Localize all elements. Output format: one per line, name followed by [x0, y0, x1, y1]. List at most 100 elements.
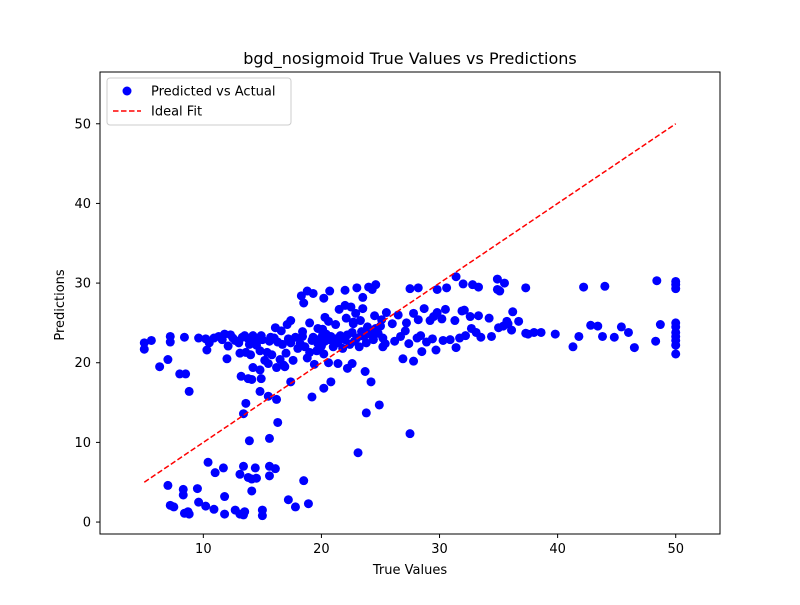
data-point — [450, 316, 459, 325]
data-point — [551, 330, 560, 339]
data-point — [409, 357, 418, 366]
data-point — [437, 314, 446, 323]
data-point — [319, 349, 328, 358]
data-point — [247, 486, 256, 495]
data-point — [299, 299, 308, 308]
data-point — [521, 283, 530, 292]
data-point — [568, 342, 577, 351]
data-point — [291, 502, 300, 511]
data-point — [307, 392, 316, 401]
data-point — [155, 362, 164, 371]
x-tick-label: 40 — [549, 542, 566, 557]
data-point — [267, 350, 276, 359]
data-point — [222, 354, 231, 363]
data-point — [204, 458, 213, 467]
y-tick-label: 0 — [83, 516, 91, 531]
legend-label-line: Ideal Fit — [151, 105, 202, 120]
data-point — [398, 354, 407, 363]
data-point — [388, 319, 397, 328]
data-point — [349, 318, 358, 327]
data-point — [441, 305, 450, 314]
data-point — [319, 384, 328, 393]
data-point — [319, 294, 328, 303]
data-point — [401, 326, 410, 335]
data-point — [264, 359, 273, 368]
data-point — [185, 510, 194, 519]
data-point — [406, 429, 415, 438]
data-point — [651, 337, 660, 346]
data-point — [508, 307, 517, 316]
data-point — [600, 282, 609, 291]
data-point — [279, 361, 288, 370]
data-point — [245, 436, 254, 445]
data-point — [163, 355, 172, 364]
data-point — [402, 318, 411, 327]
data-point — [298, 327, 307, 336]
data-point — [459, 279, 468, 288]
data-point — [474, 311, 483, 320]
data-point — [351, 309, 360, 318]
data-point — [140, 345, 149, 354]
legend: Predicted vs Actual Ideal Fit — [107, 78, 291, 125]
data-point — [382, 308, 391, 317]
data-point — [235, 470, 244, 479]
data-point — [624, 328, 633, 337]
data-point — [416, 331, 425, 340]
data-point — [220, 492, 229, 501]
data-point — [358, 293, 367, 302]
data-point — [452, 343, 461, 352]
data-point — [495, 287, 504, 296]
data-point — [220, 510, 229, 519]
data-point — [286, 316, 295, 325]
data-point — [318, 325, 327, 334]
data-point — [348, 359, 357, 368]
data-point — [244, 374, 253, 383]
data-point — [428, 334, 437, 343]
data-point — [630, 343, 639, 352]
y-tick-label: 50 — [74, 117, 91, 132]
data-point — [224, 342, 233, 351]
data-point — [406, 284, 415, 293]
data-point — [305, 318, 314, 327]
data-point — [671, 277, 680, 286]
data-point — [361, 367, 370, 376]
data-point — [417, 347, 426, 356]
data-point — [180, 333, 189, 342]
data-point — [258, 511, 267, 520]
data-point — [326, 377, 335, 386]
data-point — [163, 481, 172, 490]
data-point — [271, 464, 280, 473]
data-point — [256, 365, 265, 374]
data-point — [474, 283, 483, 292]
y-tick-label: 20 — [74, 356, 91, 371]
data-point — [371, 280, 380, 289]
data-point — [241, 399, 250, 408]
legend-label-scatter: Predicted vs Actual — [151, 85, 275, 100]
y-axis-label: Predictions — [53, 269, 68, 341]
data-point — [652, 276, 661, 285]
data-point — [610, 333, 619, 342]
data-point — [362, 408, 371, 417]
data-point — [209, 505, 218, 514]
data-point — [352, 283, 361, 292]
data-point — [169, 502, 178, 511]
data-point — [185, 387, 194, 396]
data-point — [485, 314, 494, 323]
data-point — [375, 400, 384, 409]
data-point — [414, 315, 423, 324]
data-point — [507, 326, 516, 335]
data-point — [333, 359, 342, 368]
data-point — [404, 339, 413, 348]
data-point — [593, 322, 602, 331]
legend-marker-scatter — [123, 87, 132, 96]
data-point — [282, 349, 291, 358]
data-point — [257, 374, 266, 383]
data-point — [537, 328, 546, 337]
data-point — [367, 377, 376, 386]
data-point — [299, 476, 308, 485]
data-point — [335, 305, 344, 314]
x-tick-label: 30 — [431, 542, 448, 557]
data-point — [656, 320, 665, 329]
